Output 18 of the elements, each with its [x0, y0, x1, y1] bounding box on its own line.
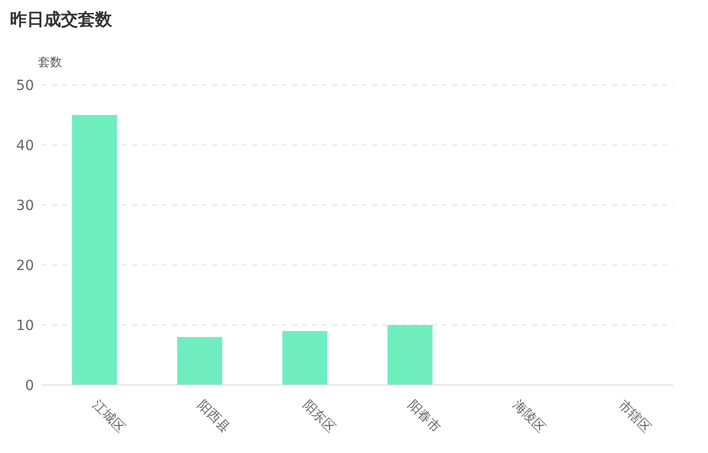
- bar: [177, 337, 222, 385]
- y-tick-label: 0: [25, 378, 34, 394]
- y-tick-label: 20: [16, 258, 34, 274]
- y-tick-label: 50: [16, 78, 34, 94]
- x-tick-label: 海陵区: [510, 398, 548, 436]
- y-tick-label: 40: [16, 138, 34, 154]
- chart-title: 昨日成交套数: [10, 9, 112, 31]
- y-tick-label: 30: [16, 198, 34, 214]
- x-tick-label: 阳西县: [194, 398, 233, 436]
- bar: [388, 325, 432, 385]
- bar: [72, 115, 117, 385]
- x-tick-label: 江城区: [89, 398, 128, 436]
- x-tick-label: 市辖区: [615, 398, 654, 436]
- bar: [282, 331, 328, 385]
- y-tick-label: 10: [16, 318, 34, 334]
- x-tick-label: 阳春市: [404, 398, 443, 436]
- x-tick-label: 阳东区: [300, 398, 338, 436]
- y-axis-title: 套数: [38, 54, 62, 71]
